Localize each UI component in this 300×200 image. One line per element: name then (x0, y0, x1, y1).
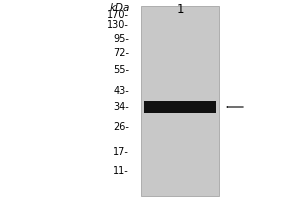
Text: 130-: 130- (107, 20, 129, 30)
Text: 95-: 95- (113, 34, 129, 44)
Text: 11-: 11- (113, 166, 129, 176)
Text: 170-: 170- (107, 10, 129, 20)
Text: kDa: kDa (110, 3, 130, 13)
Text: 34-: 34- (113, 102, 129, 112)
Bar (141, 6, 219, 196)
Text: 72-: 72- (113, 48, 129, 58)
Bar (144, 101, 216, 113)
Text: 1: 1 (176, 3, 184, 16)
Text: 55-: 55- (113, 65, 129, 75)
Text: 17-: 17- (113, 147, 129, 157)
Text: 26-: 26- (113, 122, 129, 132)
Text: 43-: 43- (113, 86, 129, 96)
